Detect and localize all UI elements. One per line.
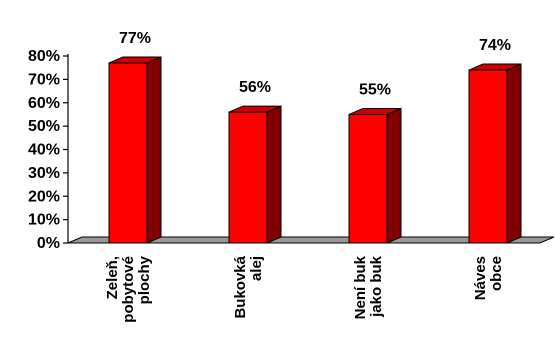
bar [348,107,402,244]
y-tick-label: 70% [28,71,60,88]
data-label: 74% [479,37,511,54]
category-label: Bukovká alej [232,255,265,318]
category-label-line: Zeleň, [104,256,121,299]
bar-front [228,111,268,244]
bar-top [468,63,522,71]
y-tick-label: 40% [28,142,60,159]
bar [228,105,282,244]
data-label: 55% [359,81,391,98]
bar-front [108,62,148,244]
data-label: 56% [239,79,271,96]
category-label-line: Není buk [352,255,369,319]
category-label-line: jako buk [368,255,385,318]
y-tick-label: 0% [37,235,60,252]
category-label: Zeleň, pobytové plochy [104,255,153,322]
category-label-line: pobytové [120,256,137,323]
bar-top [228,105,282,113]
category-label: Není buk jako buk [352,255,385,319]
y-tick-label: 60% [28,95,60,112]
category-label-line: obce [488,256,505,291]
y-tick-label: 80% [28,48,60,65]
category-label: Náves obce [472,256,505,300]
data-label: 77% [119,30,151,47]
bar-front [468,69,508,244]
category-label-line: Bukovká [232,255,249,318]
category-label-line: alej [248,256,265,281]
y-tick-label: 10% [28,212,60,229]
bar-side [506,63,522,244]
bar-top [348,107,402,115]
bar [108,56,162,244]
y-tick-label: 50% [28,118,60,135]
category-label-line: plochy [136,255,153,304]
bar-side [266,105,282,244]
bar-front [348,113,388,244]
category-label-line: Náves [472,256,489,300]
bar-side [386,107,402,244]
y-tick-label: 30% [28,165,60,182]
bar-side [146,56,162,244]
y-tick-label: 20% [28,188,60,205]
bar [468,63,522,244]
bar-top [108,56,162,64]
